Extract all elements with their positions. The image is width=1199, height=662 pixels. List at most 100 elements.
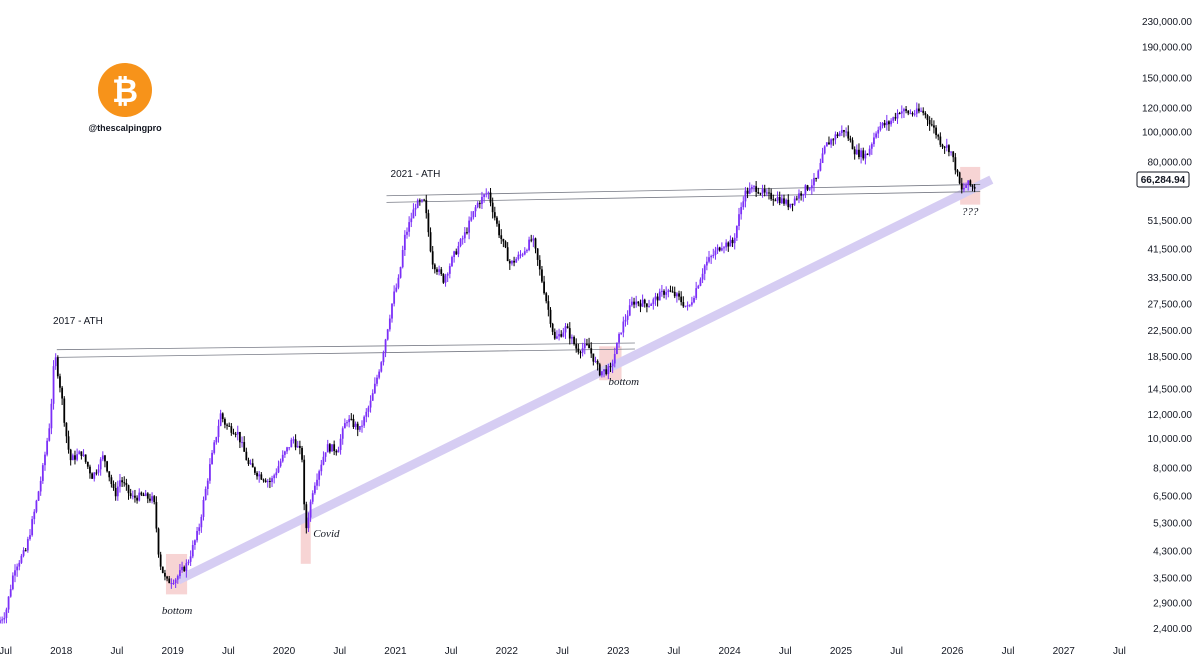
candle-body-132 [281, 454, 284, 462]
candle-body-401 [858, 149, 860, 158]
support-line [176, 175, 994, 585]
x-tick-label: Jul [556, 646, 569, 657]
candle-body-198 [423, 199, 426, 201]
candle-body-368 [787, 199, 790, 208]
candle-body-234 [500, 235, 503, 239]
candle-body-409 [875, 133, 877, 138]
bitcoin-logo: ₿ [98, 63, 152, 117]
candle-body-355 [759, 193, 762, 195]
candle-body-381 [815, 177, 818, 179]
candle-body-153 [326, 444, 329, 453]
candle-body-405 [866, 153, 869, 155]
label-question: ??? [962, 206, 979, 218]
candle-body-319 [682, 302, 685, 307]
candle-body-6 [11, 575, 14, 590]
candle-body-258 [551, 323, 554, 332]
candle-body-204 [436, 269, 438, 272]
candle-body-449 [960, 183, 963, 190]
candle-body-174 [371, 393, 374, 401]
candle-body-68 [144, 493, 147, 496]
y-tick-label: 5,300.00 [1153, 519, 1192, 530]
candle-body-87 [185, 563, 188, 572]
candle-body-350 [748, 188, 751, 194]
candle-body-285 [609, 366, 612, 368]
candle-body-97 [206, 480, 209, 489]
candle-body-137 [292, 439, 295, 441]
candle-body-232 [496, 217, 498, 224]
candle-body-309 [660, 290, 663, 292]
candle-body-301 [643, 299, 646, 304]
candle-body-385 [823, 146, 826, 154]
candle-body-397 [849, 138, 852, 141]
candle-body-273 [583, 343, 586, 349]
candle-body-275 [588, 344, 590, 349]
candle-body-144 [307, 517, 310, 529]
candle-body-62 [131, 495, 134, 497]
candle-body-379 [810, 185, 813, 189]
candle-body-29 [61, 387, 64, 399]
candle-body-185 [395, 287, 398, 292]
candle-body-395 [845, 131, 848, 133]
candle-body-244 [521, 254, 524, 256]
candle-body-389 [832, 139, 835, 141]
y-tick-label: 6,500.00 [1153, 491, 1192, 502]
x-tick-label: Jul [333, 646, 346, 657]
candle-body-151 [322, 456, 325, 465]
candle-body-222 [474, 207, 477, 212]
candle-body-122 [260, 474, 263, 480]
candle-body-27 [56, 357, 59, 377]
bitcoin-icon [98, 63, 152, 117]
candle-body-136 [290, 439, 293, 448]
candle-body-113 [241, 442, 243, 444]
candle-body-73 [155, 502, 158, 529]
author-handle: @thescalpingpro [88, 123, 162, 133]
candle-body-157 [335, 450, 338, 453]
candle-body-40 [84, 454, 87, 462]
candle-body-49 [104, 455, 106, 462]
candle-body-183 [391, 303, 393, 319]
candle-body-367 [785, 199, 788, 204]
candle-body-308 [658, 291, 661, 301]
x-tick-label: Jul [779, 646, 792, 657]
candle-body-199 [425, 200, 428, 214]
candle-body-251 [536, 248, 539, 260]
candle-body-254 [543, 281, 545, 294]
candle-body-418 [894, 117, 897, 119]
candle-body-149 [318, 471, 321, 480]
candle-body-95 [202, 499, 205, 517]
candle-body-322 [688, 304, 691, 306]
candle-body-124 [264, 480, 267, 483]
candle-body-139 [296, 445, 299, 448]
candle-body-131 [279, 461, 282, 467]
candle-body-215 [459, 239, 462, 247]
candle-body-261 [558, 334, 560, 337]
candle-body-209 [446, 273, 449, 276]
x-tick-label: Jul [1113, 646, 1126, 657]
candle-body-105 [224, 419, 226, 425]
candle-body-243 [519, 254, 522, 256]
candle-body-202 [431, 251, 434, 265]
candle-body-411 [879, 126, 882, 130]
candle-body-75 [159, 554, 162, 567]
candle-body-180 [384, 339, 387, 353]
candle-body-150 [320, 464, 323, 472]
candles [0, 102, 976, 624]
candle-body-335 [716, 247, 719, 251]
candle-body-89 [189, 556, 192, 562]
candle-body-362 [774, 200, 777, 202]
candle-body-189 [403, 234, 406, 251]
candle-body-67 [142, 494, 145, 496]
candle-body-138 [294, 439, 297, 448]
candle-body-343 [733, 237, 736, 244]
candle-body-53 [112, 483, 115, 488]
candle-body-324 [693, 297, 695, 303]
candle-body-37 [78, 451, 81, 455]
label-covid: Covid [313, 528, 340, 540]
candle-body-454 [971, 185, 974, 187]
candle-body-245 [523, 251, 526, 255]
candle-body-249 [532, 238, 535, 241]
candle-body-338 [723, 247, 725, 249]
candle-body-228 [487, 192, 490, 194]
candle-body-212 [453, 251, 456, 258]
